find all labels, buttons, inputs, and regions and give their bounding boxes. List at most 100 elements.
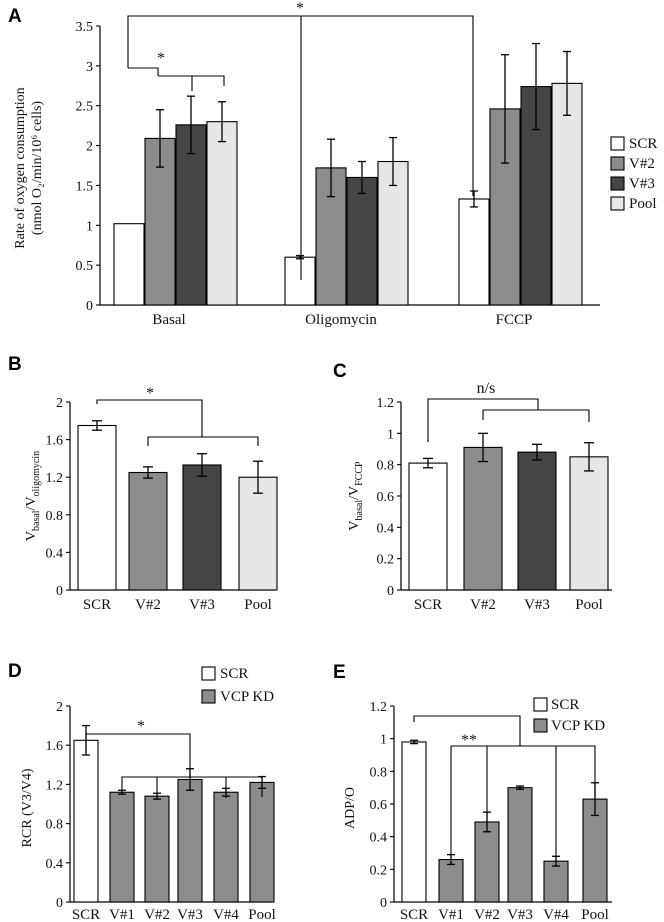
legend-label-scr: SCR [551, 697, 579, 713]
y-tick-label: 0 [387, 584, 394, 599]
bars-a [113, 42, 583, 306]
sig-bracket-e [413, 715, 521, 746]
panel-label-b: B [8, 354, 22, 375]
bar-pool-basal [206, 121, 238, 306]
bar-scr [77, 424, 117, 591]
y-tick-label: 0.5 [76, 259, 94, 274]
bars-b [77, 420, 278, 591]
sig-star-d: * [137, 718, 145, 735]
bar-v4 [543, 860, 569, 903]
ylabel-b-sep: /V [24, 496, 39, 510]
bar-pool [249, 781, 275, 903]
ylabel-b-sub1: basal [31, 510, 42, 531]
y-tick-label: 0.4 [370, 831, 388, 846]
sig-ns-c: n/s [477, 380, 496, 397]
x-tick-label: V#4 [213, 907, 239, 922]
x-tick-labels-a: Basal Oligomycin FCCP [152, 312, 532, 328]
bar-v4 [213, 791, 239, 903]
x-tick-label: Basal [152, 312, 185, 328]
x-tick-label: Pool [581, 907, 609, 922]
sig-bracket-inner-group-a [158, 75, 225, 86]
bars-d [73, 724, 275, 903]
legend-label-v3: V#3 [629, 176, 655, 192]
x-tick-label: V#2 [474, 907, 500, 922]
x-tick-label: V#2 [135, 597, 161, 613]
y-tick-label: 1.2 [46, 778, 64, 793]
legend-e: SCR VCP KD [533, 697, 605, 734]
bar-scr-basal [113, 223, 145, 306]
panel-label-c: C [333, 361, 347, 382]
y-tick-label: 0.8 [46, 509, 64, 524]
legend-a: SCR V#2 V#3 Pool [610, 136, 657, 212]
legend-label-scr: SCR [220, 666, 248, 682]
panel-label-d: D [8, 661, 22, 682]
y-tick-label: 0.4 [46, 857, 64, 872]
bar-pool-fccp [551, 82, 583, 306]
y-ticks-e: 0 0.2 0.4 0.6 0.8 1 1.2 [370, 700, 394, 911]
x-tick-labels-e: SCR V#1 V#2 V#3 V#4 Pool [400, 907, 609, 922]
y-tick-label: 0.8 [46, 818, 64, 833]
legend-label-vcp-kd: VCP KD [551, 718, 605, 734]
bar-scr [401, 741, 427, 903]
ylabel-c-sep: /V [347, 486, 362, 500]
ylabel-d: RCR (V3/V4) [20, 768, 35, 847]
legend-label-pool: Pool [629, 196, 657, 212]
legend-swatch-scr [201, 666, 216, 681]
x-tick-labels-c: SCR V#2 V#3 Pool [414, 597, 603, 613]
x-tick-label: SCR [400, 907, 428, 922]
x-tick-labels-d: SCR V#1 V#2 V#3 V#4 Pool [72, 907, 276, 922]
x-tick-label: V#4 [543, 907, 569, 922]
y-tick-label: 3 [86, 60, 93, 75]
y-tick-label: 1.5 [76, 179, 94, 194]
y-tick-label: 1.2 [377, 396, 395, 411]
bar-v3 [182, 464, 222, 591]
sig-bracket-b [96, 399, 203, 437]
legend-swatch-scr [610, 136, 625, 151]
panel-label-a: A [8, 6, 22, 27]
x-tick-label: V#1 [438, 907, 464, 922]
sig-star-b: * [146, 385, 154, 402]
ylabel-a: Rate of oxygen consumption (nmol O₂/min/… [13, 87, 45, 248]
legend-swatch-scr [533, 697, 548, 712]
x-tick-label: V#2 [470, 597, 496, 613]
y-tick-label: 1.6 [46, 739, 64, 754]
legend-label-vcp-kd: VCP KD [220, 689, 274, 705]
x-tick-label: Pool [244, 597, 272, 613]
legend-swatch-v2 [610, 156, 625, 171]
bar-scr [408, 462, 448, 591]
bar-v2 [128, 471, 168, 591]
bar-pool [569, 456, 609, 591]
sig-bracket-group-c [482, 409, 590, 422]
x-tick-label: V#3 [507, 907, 533, 922]
y-tick-label: 0.2 [377, 553, 395, 568]
panel-label-e: E [333, 662, 346, 683]
legend-d: SCR VCP KD [201, 666, 274, 705]
sig-bracket-group-e [450, 745, 596, 859]
x-tick-label: V#3 [177, 907, 203, 922]
x-tick-labels-b: SCR V#2 V#3 Pool [83, 597, 272, 613]
ylabel-b: Vbasal/Voligomycin [24, 451, 42, 541]
bar-v2 [474, 821, 500, 903]
legend-swatch-v3 [610, 176, 625, 191]
y-tick-label: 1 [387, 427, 394, 442]
sig-star-basal-a: * [157, 50, 165, 67]
y-tick-label: 2.5 [76, 100, 94, 115]
y-tick-label: 1.2 [46, 471, 64, 486]
sig-star-e: ** [461, 732, 477, 749]
x-tick-label: V#1 [109, 907, 135, 922]
ylabel-c-main: V [347, 520, 362, 530]
y-tick-label: 0.2 [370, 863, 388, 878]
y-tick-label: 0.4 [377, 521, 395, 536]
y-tick-label: 2 [56, 700, 63, 715]
y-tick-label: 1.6 [46, 434, 64, 449]
y-tick-label: 0 [56, 584, 63, 599]
x-tick-label: V#3 [524, 597, 550, 613]
panel-c: C Vbasal/VFCCP 0 0.2 0.4 0.6 0.8 1 1.2 SCR V#2 V… [333, 361, 612, 613]
y-tick-label: 0.8 [377, 459, 395, 474]
bar-scr-fccp [458, 198, 490, 306]
y-ticks-a: 0 0.5 1 1.5 2 2.5 3 3.5 [76, 20, 100, 314]
panel-a: A Rate of oxygen consumption (nmol O₂/mi… [8, 0, 657, 328]
ylabel-c-sub2: FCCP [354, 461, 365, 486]
y-tick-label: 0.8 [370, 765, 388, 780]
